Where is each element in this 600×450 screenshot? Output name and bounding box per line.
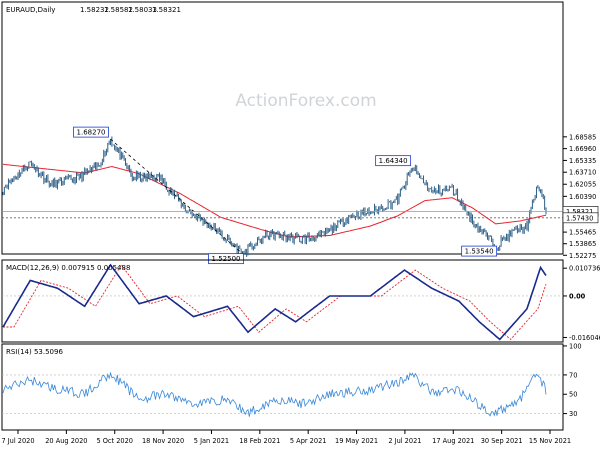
price-y-tick-label: 1.62055 [569, 181, 596, 189]
price-annotation-box [73, 126, 109, 138]
price-y-axis: 1.68585 1.66960 1.65335 1.63710 1.62055 1.603… [562, 133, 599, 260]
price-reference-lines [2, 211, 563, 219]
x-tick-label: 5 Oct 2020 [96, 437, 133, 445]
rsi-y-tick-label: 70 [569, 371, 577, 379]
price-y-tick-label: 1.65335 [569, 157, 596, 165]
price-annotation-label: 1.68270 [77, 129, 106, 137]
rsi-line [2, 371, 547, 417]
macd-plot-frame [1, 259, 564, 343]
price-y-tick-label: 1.53865 [569, 240, 596, 248]
price-annotation-label: 1.64340 [379, 157, 408, 165]
price-y-tick-label: 1.52275 [569, 252, 596, 260]
x-tick-label: 7 Jul 2020 [1, 437, 34, 445]
macd-lines [2, 263, 547, 341]
macd-y-axis: 0.010736 0.00 -0.016046 [563, 265, 600, 342]
rsi-plot-frame [1, 343, 564, 431]
x-tick-label: 17 Aug 2021 [432, 437, 474, 445]
x-tick-label: 20 Aug 2020 [45, 437, 87, 445]
price-y-tick-label: 1.55465 [569, 229, 596, 237]
x-tick-label: 2 Jul 2021 [388, 437, 421, 445]
x-tick-label: 18 Feb 2021 [239, 437, 280, 445]
price-panel: ActionForex.com 1.68270 1.52500 1.64340 1.5… [1, 1, 599, 265]
ohlc-low: 1.58033 [128, 6, 157, 14]
price-y-tick-label: 1.60390 [569, 193, 596, 201]
price-annotation-box [208, 253, 244, 265]
reference-price-label: 1.57430 [566, 214, 593, 222]
moving-average-path [2, 163, 547, 238]
price-annotation-label: 1.53540 [465, 248, 494, 256]
x-tick-label: 5 Jan 2021 [194, 437, 229, 445]
rsi-y-tick-label: 50 [569, 391, 577, 399]
rsi-path [2, 371, 547, 417]
price-annotations: 1.68270 1.52500 1.64340 1.53540 [73, 126, 498, 265]
rsi-y-tick-label: 100 [569, 342, 582, 350]
x-axis: 7 Jul 2020 20 Aug 2020 5 Oct 2020 18 Nov 20… [1, 430, 571, 445]
macd-y-tick-label: 0.010736 [569, 265, 600, 273]
price-y-tick-label: 1.68585 [569, 133, 596, 141]
x-tick-label: 15 Nov 2021 [529, 437, 571, 445]
trendline [110, 138, 243, 254]
rsi-panel: 100 70 50 30 RSI(14) 53.5096 [1, 342, 582, 431]
reference-price-box [562, 212, 599, 224]
rsi-y-axis: 100 70 50 30 [563, 342, 582, 418]
macd-panel: 0.010736 0.00 -0.016046 MACD(12,26,9) 0.00… [1, 259, 600, 343]
x-tick-label: 30 Sep 2021 [481, 437, 523, 445]
rsi-grid [2, 374, 563, 414]
ohlc-high: 1.58582 [104, 6, 133, 14]
x-tick-label: 19 May 2021 [335, 437, 378, 445]
moving-average-line [2, 163, 547, 238]
price-plot-frame [1, 1, 564, 255]
macd-line [2, 263, 547, 341]
macd-signal-line [3, 264, 547, 341]
ohlc-open: 1.58232 [80, 6, 109, 14]
macd-y-tick-label: 0.00 [569, 292, 586, 300]
ohlc-close: 1.58321 [152, 6, 181, 14]
x-tick-label: 5 Apr 2021 [290, 437, 327, 445]
price-y-tick-label: 1.63710 [569, 169, 596, 177]
price-annotation-label: 1.52500 [212, 255, 241, 263]
trendline-segment [110, 138, 243, 254]
price-annotation-box [375, 155, 412, 167]
x-tick-label: 18 Nov 2020 [142, 437, 184, 445]
watermark: ActionForex.com [235, 91, 376, 111]
current-price-label: 1.58321 [566, 208, 593, 216]
price-panel-title: EURAUD,Daily [6, 6, 55, 14]
macd-panel-title: MACD(12,26,9) 0.007915 0.005488 [6, 264, 130, 272]
macd-y-tick-label: -0.016046 [569, 334, 600, 342]
rsi-panel-title: RSI(14) 53.5096 [6, 348, 63, 356]
price-y-tick-label: 1.66960 [569, 145, 596, 153]
price-annotation-box [461, 245, 498, 257]
rsi-y-tick-label: 30 [569, 410, 577, 418]
